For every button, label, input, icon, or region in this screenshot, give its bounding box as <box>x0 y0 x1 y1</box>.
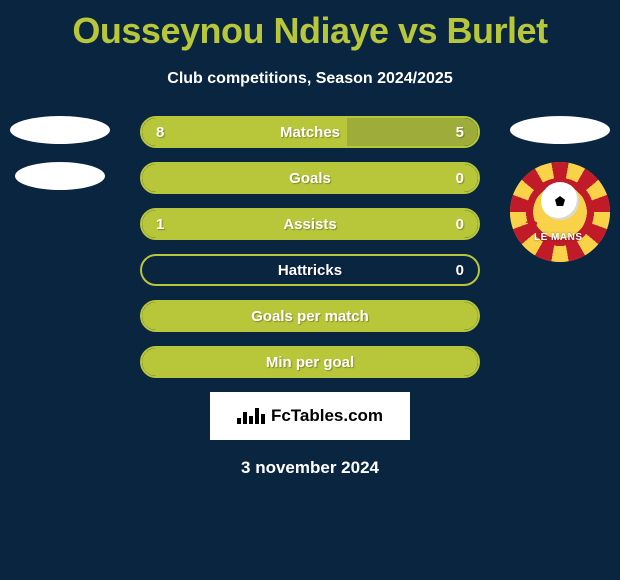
bar-chart-icon <box>237 408 265 424</box>
content-wrap: 72 LE MANS 8Matches5Goals01Assists0Hattr… <box>0 116 620 478</box>
stat-right-value: 0 <box>456 170 464 187</box>
avatar-placeholder-head <box>10 116 110 144</box>
fctables-watermark: FcTables.com <box>210 392 410 440</box>
stat-row: Goals0 <box>140 162 480 194</box>
stat-label: Assists <box>142 216 478 233</box>
avatar-placeholder-body <box>15 162 105 190</box>
avatar-placeholder-head <box>510 116 610 144</box>
stats-container: 8Matches5Goals01Assists0Hattricks0Goals … <box>140 116 480 378</box>
club-logo-number: 72 <box>525 220 537 232</box>
soccer-ball-icon <box>541 182 579 220</box>
stat-right-value: 0 <box>456 262 464 279</box>
stat-label: Matches <box>142 124 478 141</box>
bar-icon-segment <box>237 418 241 424</box>
stat-row: Min per goal <box>140 346 480 378</box>
club-logo: 72 LE MANS <box>510 162 610 262</box>
stat-label: Goals <box>142 170 478 187</box>
bar-icon-segment <box>249 416 253 424</box>
subtitle: Club competitions, Season 2024/2025 <box>0 70 620 88</box>
stat-right-value: 5 <box>456 124 464 141</box>
player-right-avatar: 72 LE MANS <box>510 116 610 262</box>
stat-row: Goals per match <box>140 300 480 332</box>
stat-row: Hattricks0 <box>140 254 480 286</box>
player-left-avatar <box>10 116 110 190</box>
stat-label: Min per goal <box>142 354 478 371</box>
bar-icon-segment <box>243 412 247 424</box>
club-logo-name: LE MANS <box>534 232 583 243</box>
stat-row: 8Matches5 <box>140 116 480 148</box>
bar-icon-segment <box>261 414 265 424</box>
bar-icon-segment <box>255 408 259 424</box>
date-label: 3 november 2024 <box>0 458 620 478</box>
fctables-text: FcTables.com <box>271 406 383 426</box>
stat-label: Goals per match <box>142 308 478 325</box>
stat-label: Hattricks <box>142 262 478 279</box>
stat-row: 1Assists0 <box>140 208 480 240</box>
page-title: Ousseynou Ndiaye vs Burlet <box>0 0 620 52</box>
stat-right-value: 0 <box>456 216 464 233</box>
